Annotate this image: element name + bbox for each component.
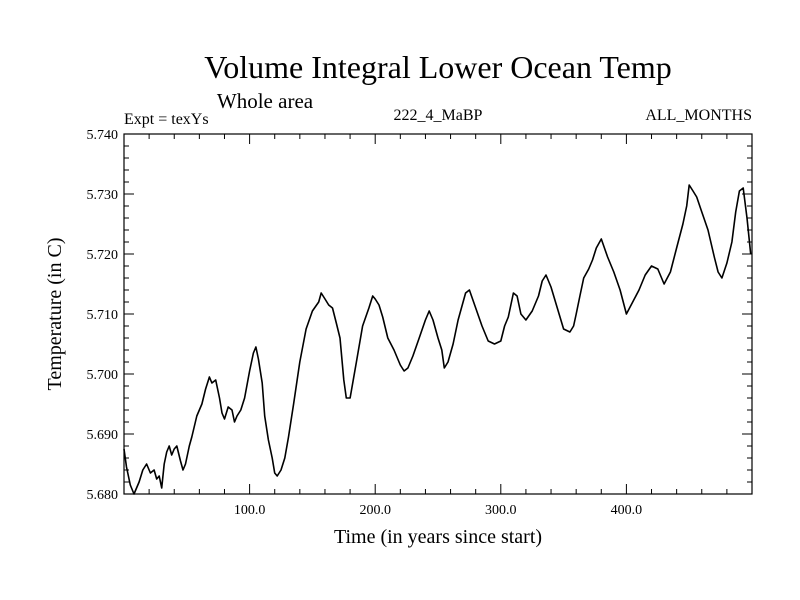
- y-axis-ticks: 5.680 5.690 5.700 5.710 5.720 5.730 5.740: [87, 128, 752, 503]
- y-tick-label: 5.730: [87, 188, 119, 203]
- header-center-label: 222_4_MaBP: [394, 107, 483, 124]
- plot-frame: [123, 133, 753, 495]
- header-right-label: ALL_MONTHS: [645, 107, 752, 124]
- y-tick-label: 5.700: [87, 368, 119, 383]
- x-tick-label: 100.0: [234, 503, 266, 518]
- x-tick-label: 400.0: [611, 503, 643, 518]
- y-tick-label: 5.710: [87, 308, 119, 323]
- x-axis-label: Time (in years since start): [334, 526, 542, 548]
- header-left-label: Expt = texYs: [124, 111, 209, 128]
- y-tick-label: 5.690: [87, 428, 119, 443]
- y-tick-label: 5.680: [87, 488, 119, 503]
- series-line-temperature: [123, 184, 752, 495]
- x-tick-label: 300.0: [485, 503, 517, 518]
- y-tick-label: 5.740: [87, 128, 119, 143]
- chart-subtitle: Whole area: [217, 89, 314, 113]
- y-axis-label: Temperature (in C): [44, 238, 66, 391]
- x-tick-label: 200.0: [359, 503, 391, 518]
- y-tick-label: 5.720: [87, 248, 119, 263]
- chart-title: Volume Integral Lower Ocean Temp: [204, 49, 672, 85]
- x-axis-ticks: 100.0 200.0 300.0 400.0: [148, 134, 728, 518]
